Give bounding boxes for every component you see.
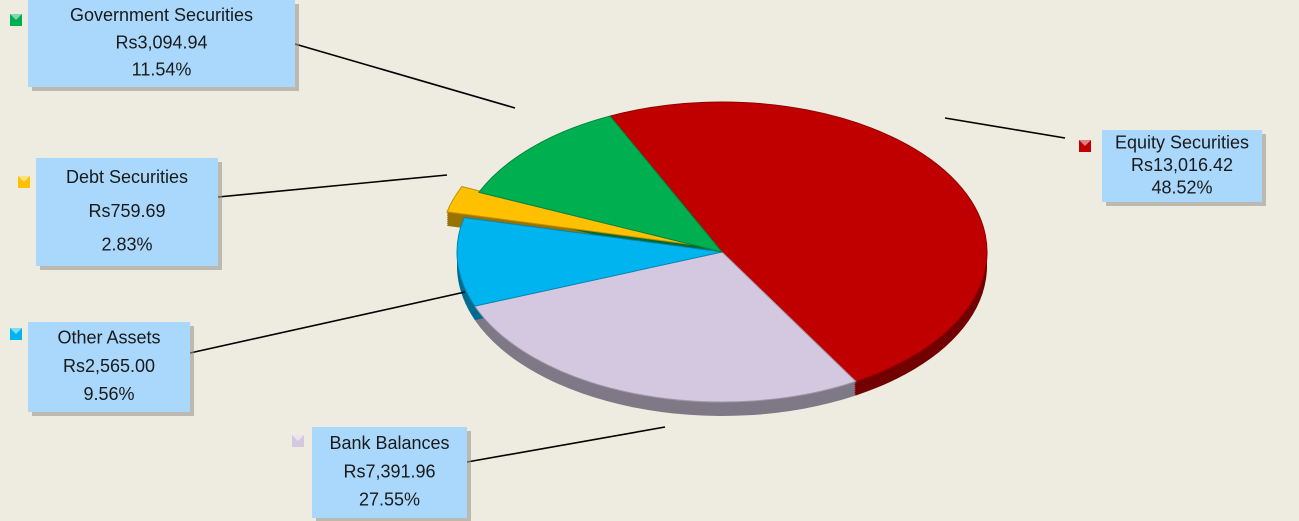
label-box — [312, 427, 467, 518]
leader-line — [189, 291, 466, 354]
label-percent: 27.55% — [359, 490, 420, 510]
label-percent: 2.83% — [101, 235, 152, 255]
legend-marker-shade — [292, 435, 304, 441]
slice — [609, 101, 988, 383]
leader-line — [217, 174, 448, 198]
legend-marker-shade — [1079, 140, 1091, 146]
label-box — [28, 0, 295, 87]
label-amount: Rs3,094.94 — [115, 32, 207, 52]
label-name: Other Assets — [57, 328, 160, 348]
leader-line — [294, 43, 516, 109]
legend-marker-shade — [18, 176, 30, 182]
legend-marker-shade — [10, 328, 22, 334]
leader-line — [944, 117, 1066, 139]
slice — [474, 251, 857, 403]
label-name: Government Securities — [70, 5, 253, 25]
leader-line — [466, 426, 666, 463]
label-percent: 11.54% — [132, 59, 192, 79]
label-percent: 9.56% — [83, 384, 134, 404]
label-box — [28, 322, 190, 412]
label-percent: 48.52% — [1151, 177, 1212, 197]
label-amount: Rs7,391.96 — [343, 461, 435, 481]
label-name: Equity Securities — [1115, 132, 1249, 152]
slice — [456, 217, 723, 307]
legend-marker-shade — [10, 14, 22, 20]
label-box — [36, 158, 218, 266]
label-name: Debt Securities — [66, 167, 188, 187]
label-amount: Rs13,016.42 — [1131, 155, 1233, 175]
label-amount: Rs759.69 — [88, 201, 165, 221]
slice — [478, 115, 724, 253]
label-amount: Rs2,565.00 — [63, 356, 155, 376]
label-name: Bank Balances — [329, 433, 449, 453]
label-box — [1102, 130, 1262, 202]
